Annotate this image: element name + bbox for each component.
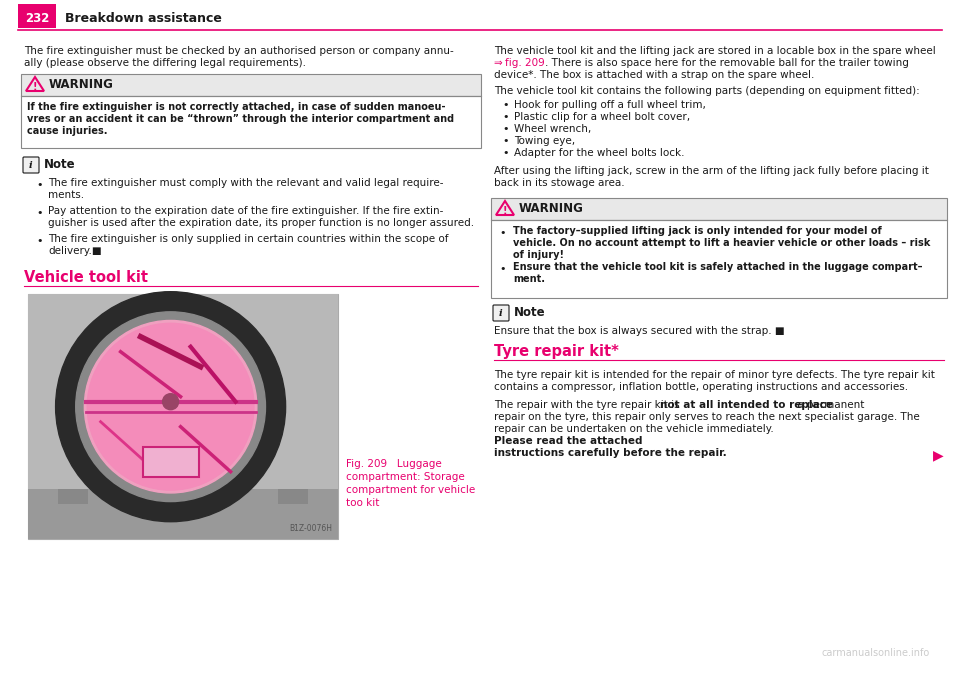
Bar bbox=[491, 198, 947, 220]
Text: carmanualsonline.info: carmanualsonline.info bbox=[822, 648, 930, 658]
Text: ment.: ment. bbox=[513, 274, 545, 284]
Text: of injury!: of injury! bbox=[513, 250, 564, 260]
Text: compartment for vehicle: compartment for vehicle bbox=[346, 485, 475, 495]
Text: ▶: ▶ bbox=[933, 448, 944, 462]
Text: . There is also space here for the removable ball for the trailer towing: . There is also space here for the remov… bbox=[545, 58, 909, 68]
Text: •: • bbox=[499, 264, 506, 274]
Text: The tyre repair kit is intended for the repair of minor tyre defects. The tyre r: The tyre repair kit is intended for the … bbox=[494, 370, 935, 380]
Text: !: ! bbox=[33, 82, 37, 92]
Text: The fire extinguisher must be checked by an authorised person or company annu-: The fire extinguisher must be checked by… bbox=[24, 46, 454, 56]
Bar bbox=[21, 74, 481, 96]
Text: Pay attention to the expiration date of the fire extinguisher. If the fire extin: Pay attention to the expiration date of … bbox=[48, 206, 444, 216]
Text: Plastic clip for a wheel bolt cover,: Plastic clip for a wheel bolt cover, bbox=[514, 112, 690, 122]
Ellipse shape bbox=[84, 320, 257, 493]
Text: The repair with the tyre repair kit is: The repair with the tyre repair kit is bbox=[494, 400, 683, 410]
Text: Hook for pulling off a full wheel trim,: Hook for pulling off a full wheel trim, bbox=[514, 100, 706, 110]
Text: Note: Note bbox=[44, 159, 76, 172]
Text: contains a compressor, inflation bottle, operating instructions and accessories.: contains a compressor, inflation bottle,… bbox=[494, 382, 908, 392]
Text: Please read the attached: Please read the attached bbox=[494, 436, 642, 446]
Text: •: • bbox=[502, 148, 509, 158]
Text: WARNING: WARNING bbox=[49, 79, 114, 92]
Text: The vehicle tool kit and the lifting jack are stored in a locable box in the spa: The vehicle tool kit and the lifting jac… bbox=[494, 46, 936, 56]
Text: a permanent: a permanent bbox=[794, 400, 864, 410]
Text: B1Z-0076H: B1Z-0076H bbox=[289, 524, 332, 533]
Text: •: • bbox=[36, 208, 42, 218]
Text: ally (please observe the differing legal requirements).: ally (please observe the differing legal… bbox=[24, 58, 306, 68]
Text: ments.: ments. bbox=[48, 190, 84, 200]
Bar bbox=[28, 489, 338, 539]
Text: •: • bbox=[36, 236, 42, 246]
Text: Ensure that the box is always secured with the strap. ■: Ensure that the box is always secured wi… bbox=[494, 326, 784, 336]
Text: instructions carefully before the repair.: instructions carefully before the repair… bbox=[494, 448, 727, 458]
Text: delivery.■: delivery.■ bbox=[48, 246, 102, 256]
Text: •: • bbox=[502, 112, 509, 122]
FancyBboxPatch shape bbox=[493, 305, 509, 321]
Text: If the fire extinguisher is not correctly attached, in case of sudden manoeu-: If the fire extinguisher is not correctl… bbox=[27, 102, 445, 112]
Bar bbox=[28, 294, 338, 539]
Text: Fig. 209   Luggage: Fig. 209 Luggage bbox=[346, 459, 442, 469]
Text: vres or an accident it can be “thrown” through the interior compartment and: vres or an accident it can be “thrown” t… bbox=[27, 114, 454, 124]
Ellipse shape bbox=[76, 312, 266, 501]
Text: ⇒: ⇒ bbox=[494, 58, 506, 68]
Text: Adapter for the wheel bolts lock.: Adapter for the wheel bolts lock. bbox=[514, 148, 684, 158]
Text: Towing eye,: Towing eye, bbox=[514, 136, 575, 146]
Text: not at all intended to replace: not at all intended to replace bbox=[660, 400, 832, 410]
Text: 232: 232 bbox=[25, 13, 49, 26]
Text: i: i bbox=[29, 160, 33, 170]
Text: back in its stowage area.: back in its stowage area. bbox=[494, 178, 625, 188]
Text: too kit: too kit bbox=[346, 498, 379, 508]
Text: repair on the tyre, this repair only serves to reach the next specialist garage.: repair on the tyre, this repair only ser… bbox=[494, 412, 920, 422]
Text: cause injuries.: cause injuries. bbox=[27, 126, 108, 136]
Text: Ensure that the vehicle tool kit is safely attached in the luggage compart–: Ensure that the vehicle tool kit is safe… bbox=[513, 262, 923, 272]
Bar bbox=[278, 489, 308, 504]
Bar bbox=[491, 220, 947, 298]
Bar bbox=[18, 4, 56, 28]
Text: •: • bbox=[502, 124, 509, 134]
Text: Breakdown assistance: Breakdown assistance bbox=[65, 13, 222, 26]
Text: The vehicle tool kit contains the following parts (depending on equipment fitted: The vehicle tool kit contains the follow… bbox=[494, 86, 920, 96]
Text: device*. The box is attached with a strap on the spare wheel.: device*. The box is attached with a stra… bbox=[494, 70, 814, 80]
Circle shape bbox=[162, 394, 179, 410]
Text: The fire extinguisher is only supplied in certain countries within the scope of: The fire extinguisher is only supplied i… bbox=[48, 234, 448, 244]
Ellipse shape bbox=[87, 323, 254, 490]
Text: Tyre repair kit*: Tyre repair kit* bbox=[494, 344, 619, 359]
Text: •: • bbox=[36, 180, 42, 190]
Text: The factory–supplied lifting jack is only intended for your model of: The factory–supplied lifting jack is onl… bbox=[513, 226, 881, 236]
Text: !: ! bbox=[503, 206, 507, 216]
Text: vehicle. On no account attempt to lift a heavier vehicle or other loads – risk: vehicle. On no account attempt to lift a… bbox=[513, 238, 930, 248]
Text: •: • bbox=[502, 100, 509, 110]
Text: guisher is used after the expiration date, its proper function is no longer assu: guisher is used after the expiration dat… bbox=[48, 218, 474, 228]
Bar bbox=[58, 489, 88, 504]
Text: repair can be undertaken on the vehicle immediately.: repair can be undertaken on the vehicle … bbox=[494, 424, 774, 434]
Text: Vehicle tool kit: Vehicle tool kit bbox=[24, 270, 148, 285]
FancyBboxPatch shape bbox=[23, 157, 39, 173]
Text: i: i bbox=[499, 308, 503, 318]
Text: After using the lifting jack, screw in the arm of the lifting jack fully before : After using the lifting jack, screw in t… bbox=[494, 166, 929, 176]
Bar bbox=[28, 294, 338, 539]
Bar bbox=[21, 96, 481, 148]
Text: WARNING: WARNING bbox=[519, 203, 584, 215]
Text: compartment: Storage: compartment: Storage bbox=[346, 472, 465, 482]
Bar bbox=[143, 447, 199, 476]
Text: fig. 209: fig. 209 bbox=[505, 58, 544, 68]
Text: •: • bbox=[502, 136, 509, 146]
Ellipse shape bbox=[56, 291, 286, 522]
Text: •: • bbox=[499, 228, 506, 238]
Text: The fire extinguisher must comply with the relevant and valid legal require-: The fire extinguisher must comply with t… bbox=[48, 178, 444, 188]
Text: Note: Note bbox=[514, 306, 545, 320]
Text: Wheel wrench,: Wheel wrench, bbox=[514, 124, 591, 134]
